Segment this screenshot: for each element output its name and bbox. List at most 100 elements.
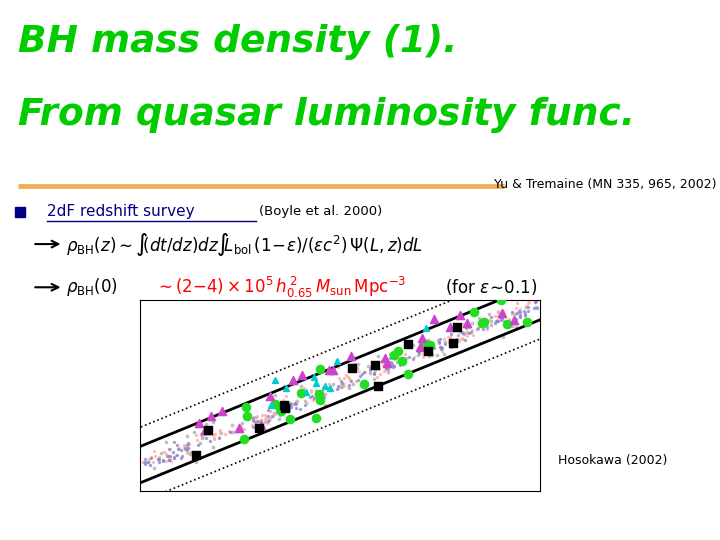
Point [279,404,291,413]
Point [224,428,235,436]
Point [163,456,175,464]
Point [386,353,397,361]
Point [428,315,440,323]
Point [269,409,280,417]
Point [491,317,503,326]
Point [492,316,504,325]
Point [467,319,478,327]
Point [234,424,246,433]
Point [358,368,369,377]
Point [247,416,258,424]
Point [171,450,183,459]
Point [336,379,348,387]
Point [451,323,463,332]
Point [427,351,438,360]
Point [489,312,500,320]
Point [175,454,186,462]
Point [163,455,174,464]
Point [354,372,366,381]
Point [315,365,326,374]
Point [253,424,265,433]
Point [307,396,319,404]
Point [308,373,320,381]
Point [522,318,534,326]
Point [364,364,376,373]
Point [147,457,158,466]
Point [510,323,522,332]
Point [392,353,403,362]
Point [508,316,520,325]
Point [452,337,464,346]
Point [412,351,423,360]
Point [266,411,277,420]
Point [443,338,454,346]
Point [294,389,306,397]
Point [215,429,227,438]
Point [234,420,246,429]
Text: $\sim (2\mathrm{-}4)\times10^5\,h_{0.65}^{\,2}\,M_{\rm sun}\,{\rm Mpc}^{-3}$: $\sim (2\mathrm{-}4)\times10^5\,h_{0.65}… [155,275,406,300]
Point [213,433,225,442]
Point [197,432,209,441]
Point [389,354,400,362]
Point [490,318,501,327]
Point [379,366,391,375]
Point [308,394,320,402]
Point [191,458,202,467]
Point [280,383,292,392]
Text: Hosokawa (2002): Hosokawa (2002) [558,454,667,467]
Point [158,448,169,457]
Point [388,361,400,370]
Point [479,321,490,330]
Point [416,334,428,343]
Point [333,374,345,383]
Point [226,421,238,429]
Point [495,296,507,305]
Point [144,461,156,470]
Point [413,348,425,357]
Point [364,366,375,374]
Point [386,359,397,368]
Point [319,382,330,390]
Point [348,380,359,388]
Point [520,308,531,317]
Point [471,325,482,334]
Point [392,351,403,360]
Point [290,403,302,412]
Point [216,407,228,415]
Point [199,434,211,443]
Point [522,302,534,311]
Point [463,323,474,332]
Point [323,384,335,393]
Point [485,317,497,326]
Point [269,409,281,418]
Point [457,319,469,328]
Point [174,444,185,453]
Text: $\rho_{\rm BH}(0)$: $\rho_{\rm BH}(0)$ [66,276,118,298]
Point [175,446,186,454]
Point [426,341,438,349]
Point [241,411,253,420]
Point [182,439,194,448]
Point [340,371,351,380]
Point [506,309,518,318]
Point [384,358,395,367]
Point [456,328,467,336]
Point [333,384,344,393]
Point [494,313,505,321]
Point [531,297,542,306]
Point [461,327,472,336]
Point [294,381,306,390]
Point [407,341,418,349]
Point [142,457,153,466]
Point [461,329,472,338]
Point [477,319,488,328]
Point [281,403,292,411]
Point [285,400,297,409]
Point [226,420,238,429]
Point [498,310,510,319]
Point [196,434,207,442]
Point [438,349,450,358]
Point [346,363,358,372]
Point [351,360,363,368]
Point [379,354,390,362]
